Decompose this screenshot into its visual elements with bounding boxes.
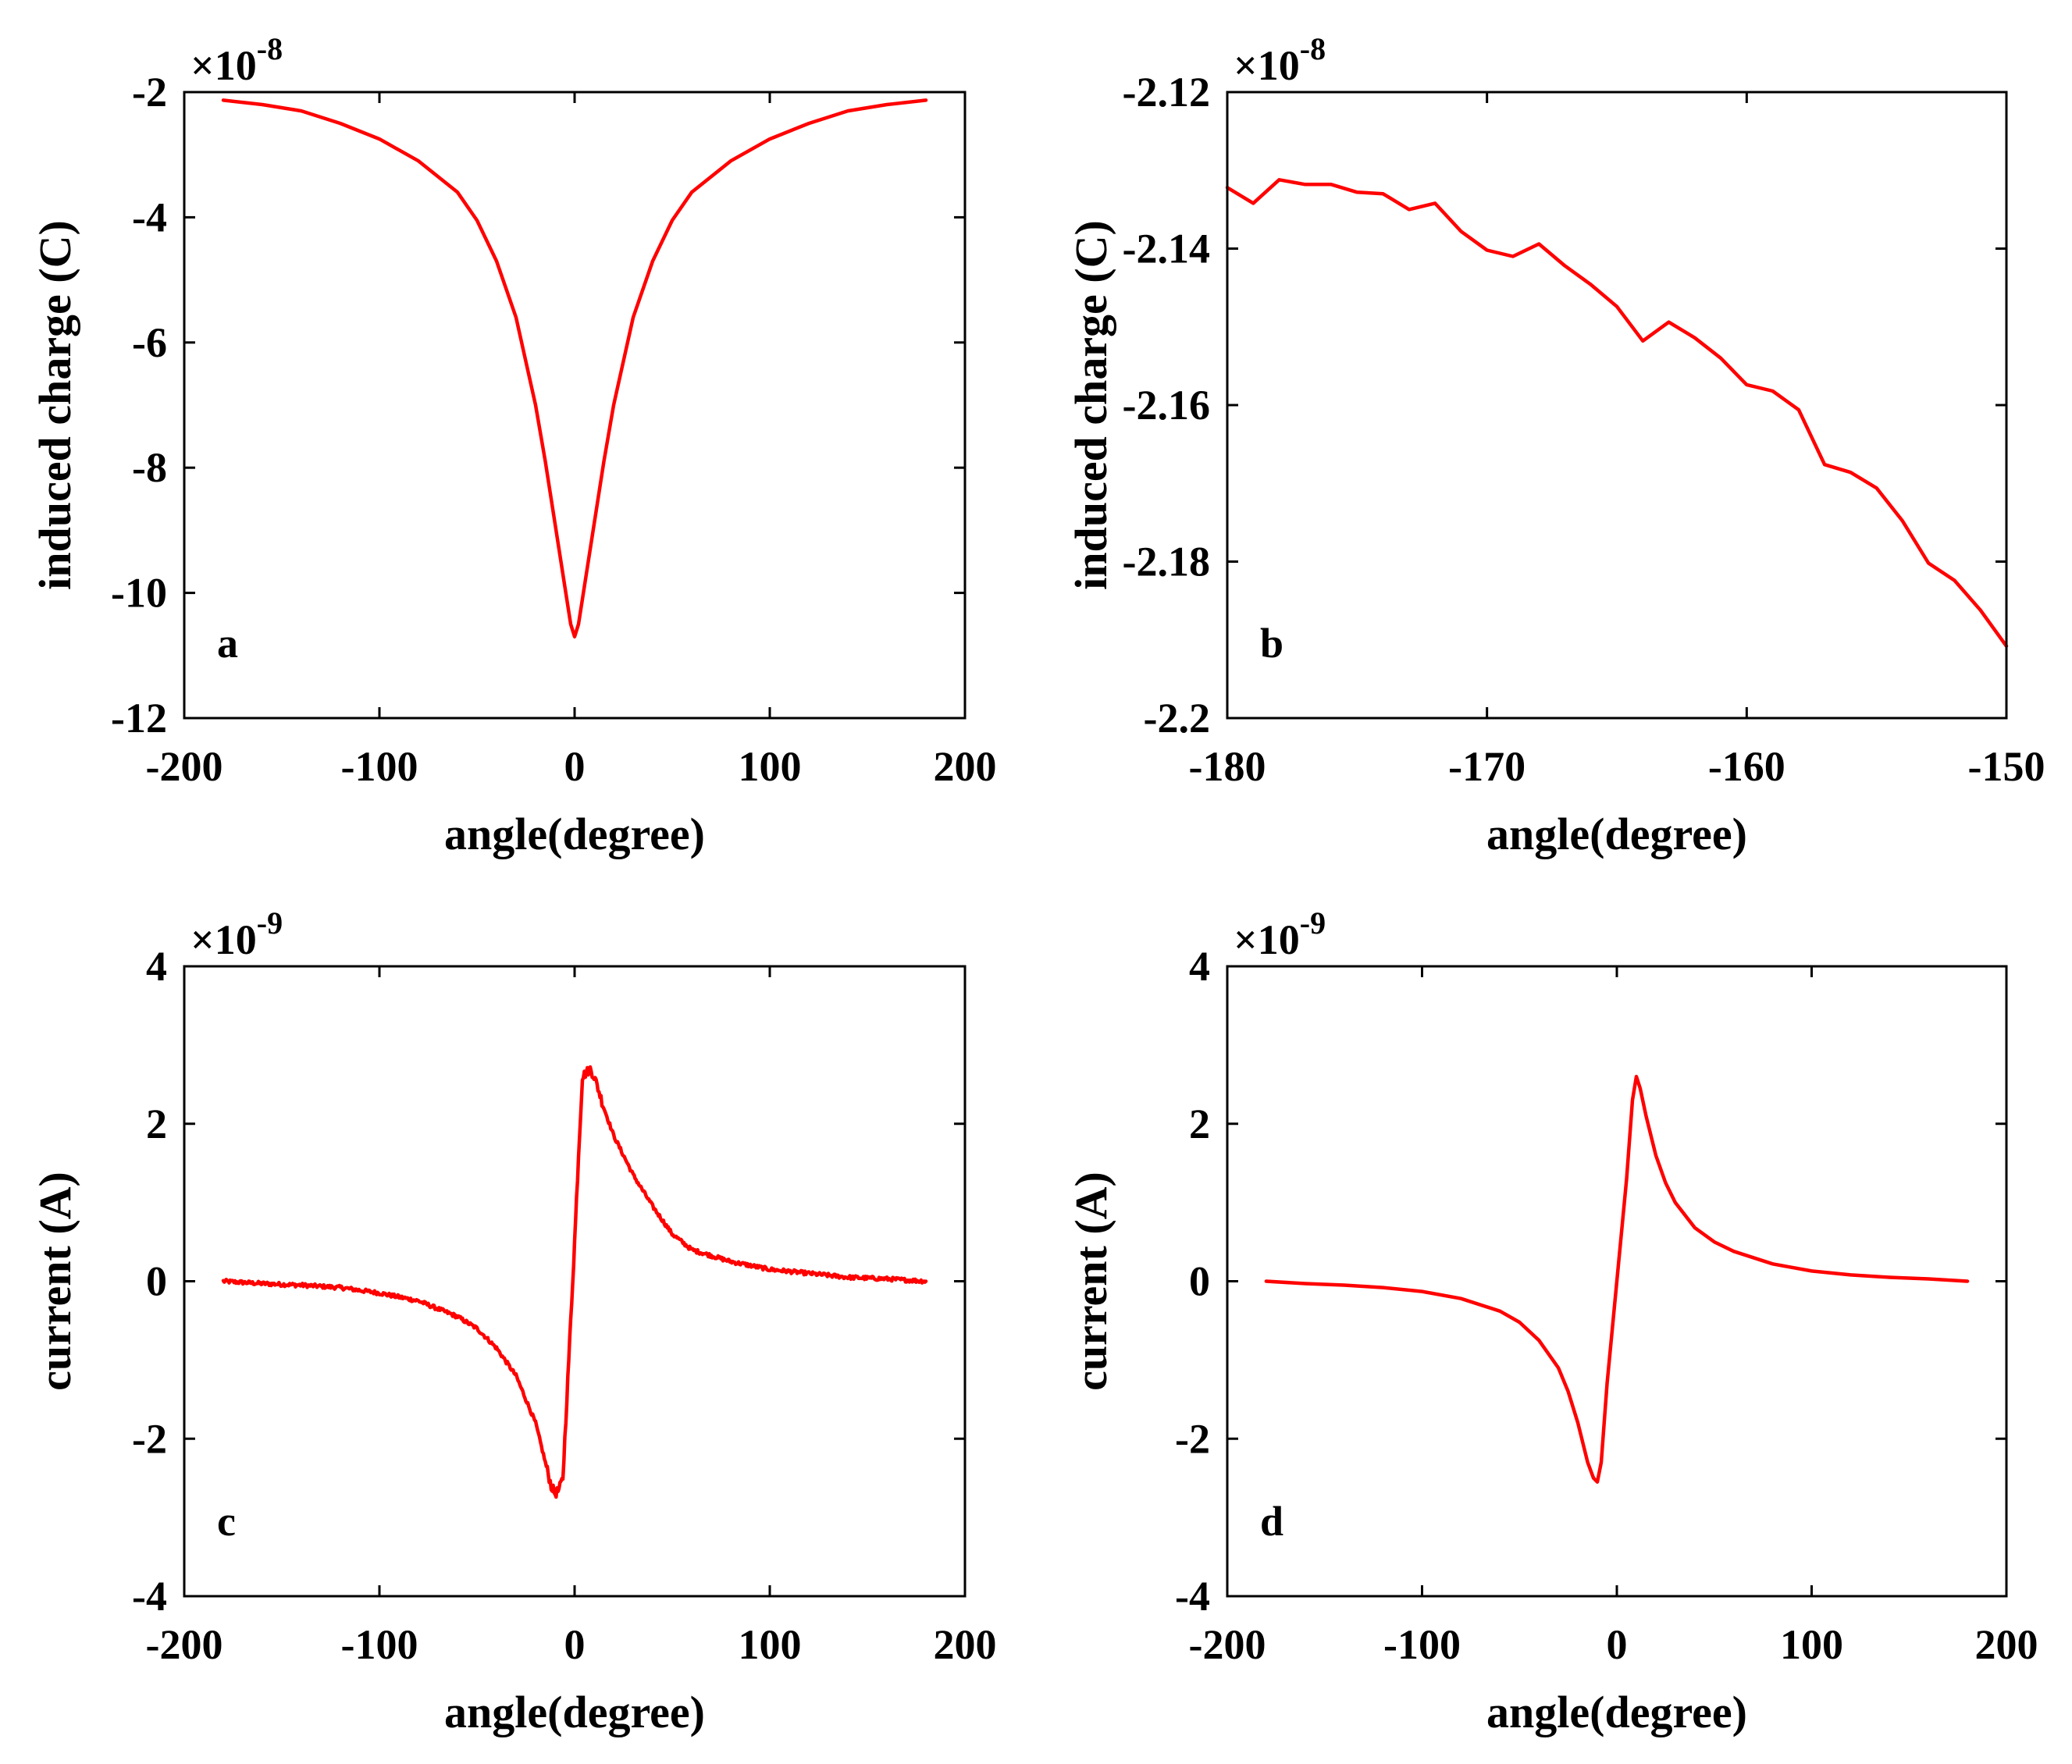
y-tick-label: -4 <box>1175 1573 1210 1620</box>
x-axis-label: angle(degree) <box>1486 809 1747 859</box>
x-tick-label: 100 <box>1780 1621 1843 1668</box>
x-tick-label: 200 <box>934 1621 997 1668</box>
x-axis-label: angle(degree) <box>444 1687 705 1737</box>
y-tick-label: 0 <box>146 1258 167 1305</box>
x-tick-label: 0 <box>564 743 586 790</box>
y-tick-label: -2 <box>132 1415 167 1462</box>
y-tick-label: -4 <box>132 1573 167 1620</box>
y-tick-label: -6 <box>132 319 167 366</box>
y-tick-label: -2 <box>1175 1415 1210 1462</box>
y-tick-label: -2.18 <box>1123 539 1210 585</box>
y-tick-label: -12 <box>111 695 167 742</box>
x-tick-label: -160 <box>1708 743 1785 790</box>
x-tick-label: -170 <box>1448 743 1526 790</box>
x-tick-label: -150 <box>1968 743 2045 790</box>
exponent-power: -8 <box>1300 31 1326 66</box>
chart-panel-a: -200 -100 0 100 200 -12 -10 -8 -6 -4 -2 angle(degre… <box>30 31 997 859</box>
y-tick-label: 2 <box>1189 1101 1210 1147</box>
y-axis-label: current (A) <box>1066 1172 1116 1391</box>
y-tick-label: -2 <box>132 69 167 116</box>
y-axis-label: current (A) <box>30 1172 80 1391</box>
exponent-power: -8 <box>257 31 283 66</box>
y-tick-label: 4 <box>1189 943 1210 990</box>
plot-area <box>1227 92 2006 718</box>
exponent-base: ×10 <box>1234 42 1300 89</box>
x-tick-label: -200 <box>1189 1621 1266 1668</box>
panel-label: a <box>217 620 238 667</box>
y-tick-label: -10 <box>111 570 167 617</box>
y-axis-label: induced charge (C) <box>30 220 80 590</box>
x-tick-label: -200 <box>146 743 223 790</box>
axis-exponent-label: ×10-9 <box>1234 905 1326 963</box>
y-tick-label: -2.2 <box>1144 695 1210 742</box>
y-tick-label: -8 <box>132 444 167 491</box>
x-tick-label: -100 <box>341 743 418 790</box>
plot-area <box>184 966 965 1596</box>
y-tick-label: -2.12 <box>1123 69 1210 116</box>
x-tick-label: -100 <box>341 1621 418 1668</box>
x-tick-label: 100 <box>739 743 802 790</box>
chart-panel-c: -200 -100 0 100 200 -4 -2 0 2 4 angle(degree) curre… <box>30 905 997 1737</box>
y-tick-label: 4 <box>146 943 167 990</box>
panel-label: c <box>217 1498 236 1545</box>
plot-area <box>184 92 965 718</box>
x-tick-label: 0 <box>564 1621 586 1668</box>
exponent-base: ×10 <box>190 42 257 89</box>
x-tick-label: 0 <box>1607 1621 1628 1668</box>
y-tick-label: -2.14 <box>1123 226 1210 272</box>
y-tick-label: -4 <box>132 194 167 240</box>
x-axis-label: angle(degree) <box>444 809 705 859</box>
exponent-base: ×10 <box>1234 916 1300 963</box>
y-axis-label: induced charge (C) <box>1066 220 1116 590</box>
exponent-power: -9 <box>1300 905 1326 941</box>
y-tick-label: 0 <box>1189 1258 1210 1305</box>
x-tick-label: 200 <box>934 743 997 790</box>
x-axis-label: angle(degree) <box>1486 1687 1747 1737</box>
exponent-base: ×10 <box>190 916 257 963</box>
x-tick-label: -180 <box>1189 743 1266 790</box>
axis-exponent-label: ×10-9 <box>190 905 283 963</box>
series-line-a <box>221 98 928 638</box>
exponent-power: -9 <box>257 905 283 941</box>
y-tick-label: 2 <box>146 1101 167 1147</box>
x-tick-label: -200 <box>146 1621 223 1668</box>
y-tick-label: -2.16 <box>1123 382 1210 429</box>
x-tick-label: 100 <box>739 1621 802 1668</box>
chart-panel-d: -200 -100 0 100 200 -4 -2 0 2 4 angle(degree) curre… <box>1066 905 2038 1737</box>
series-line-b <box>1225 178 2009 649</box>
axis-exponent-label: ×10-8 <box>190 31 283 89</box>
x-tick-label: -100 <box>1383 1621 1461 1668</box>
axis-exponent-label: ×10-8 <box>1234 31 1326 89</box>
panel-label: d <box>1260 1498 1283 1545</box>
series-line-d <box>1264 1074 1970 1484</box>
series-line-c <box>221 1065 928 1499</box>
x-tick-label: 200 <box>1975 1621 2038 1668</box>
chart-panel-b: -180 -170 -160 -150 -2.2 -2.18 -2.16 -2.14 -2.12… <box>1066 31 2045 859</box>
panel-label: b <box>1260 620 1283 667</box>
